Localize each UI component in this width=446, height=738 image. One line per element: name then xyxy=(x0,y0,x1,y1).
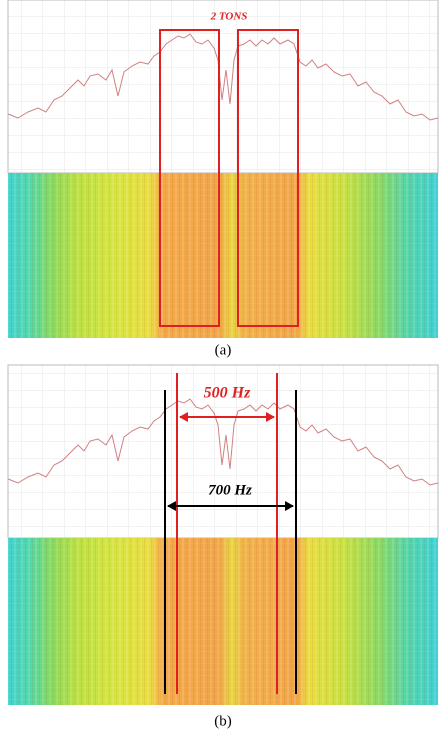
caption: (a) xyxy=(215,342,232,358)
waterfall-texture xyxy=(8,538,438,705)
caption: (b) xyxy=(214,713,232,729)
annotation: 500 Hz xyxy=(204,385,251,402)
tone-box xyxy=(237,29,299,327)
panel-a: 2 TONS (a) xyxy=(7,0,439,358)
arrow-700 xyxy=(167,501,294,511)
panel-b: 500 Hz 700 Hz (b) xyxy=(7,364,439,729)
spectrum-area xyxy=(7,364,439,539)
arrow-500 xyxy=(179,412,275,422)
spectrum-area xyxy=(7,0,439,174)
annotation: 700 Hz xyxy=(208,482,252,498)
waterfall-texture xyxy=(8,173,438,338)
tone-box xyxy=(159,29,220,327)
annotation: 2 TONS xyxy=(210,11,248,23)
